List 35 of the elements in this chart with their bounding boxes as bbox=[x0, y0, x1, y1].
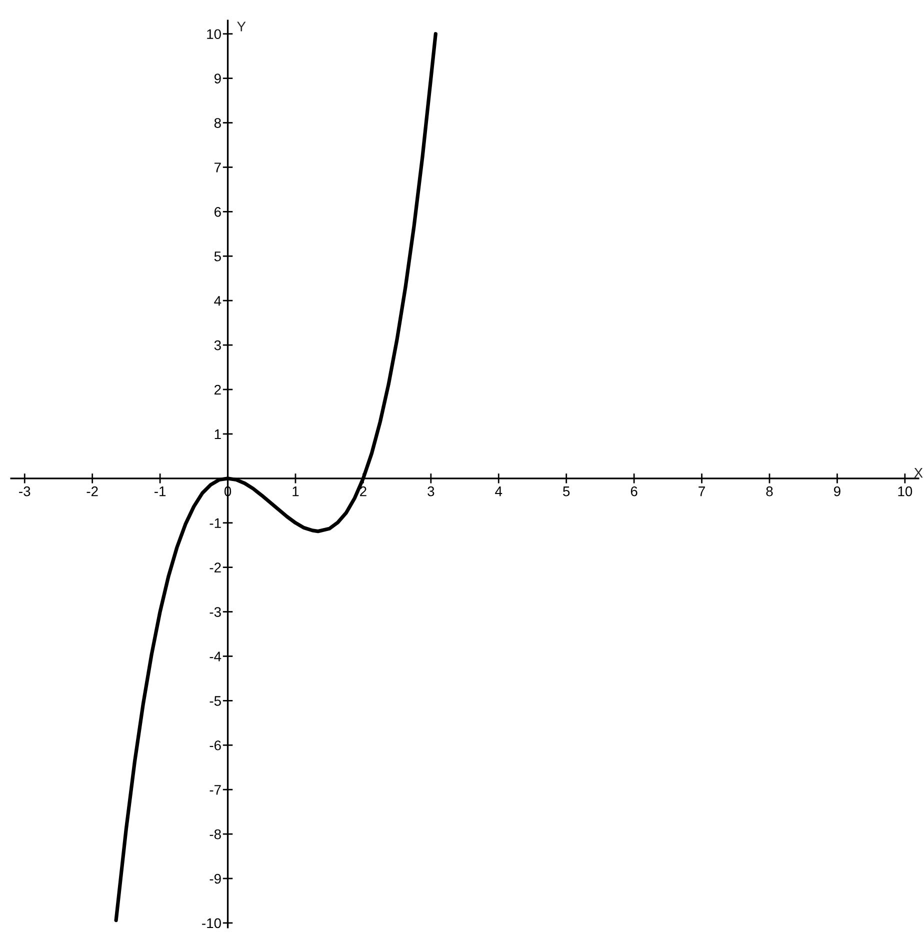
y-tick-label: -4 bbox=[210, 652, 222, 662]
y-tick-label: -2 bbox=[210, 562, 221, 572]
x-tick-label: -2 bbox=[86, 486, 98, 496]
x-tick-label: 9 bbox=[834, 486, 840, 496]
y-tick-label: -5 bbox=[210, 696, 221, 706]
y-tick-label: 6 bbox=[214, 207, 221, 217]
y-tick-label: -3 bbox=[210, 607, 221, 617]
y-tick-label: 7 bbox=[214, 162, 221, 172]
y-axis-title: Y bbox=[237, 22, 246, 32]
y-tick-label: 3 bbox=[214, 340, 221, 350]
x-tick-label: 4 bbox=[495, 486, 502, 496]
x-tick-label: -3 bbox=[19, 486, 30, 496]
y-tick-label: 10 bbox=[207, 29, 221, 40]
x-tick-label: 6 bbox=[630, 486, 638, 496]
y-tick-label: 9 bbox=[214, 74, 221, 84]
y-tick-label: -6 bbox=[210, 740, 221, 750]
x-tick-label: 3 bbox=[428, 486, 434, 496]
x-tick-label: 2 bbox=[360, 486, 366, 496]
x-tick-label: 7 bbox=[698, 486, 705, 496]
x-tick-label: 5 bbox=[563, 486, 570, 496]
x-tick-label: 1 bbox=[292, 486, 299, 496]
y-tick-label: 4 bbox=[214, 296, 222, 306]
x-axis-title: X bbox=[914, 468, 923, 478]
x-tick-label: 10 bbox=[898, 486, 912, 496]
y-tick-label: -10 bbox=[202, 918, 221, 928]
y-tick-label: -1 bbox=[210, 518, 221, 528]
y-tick-label: -7 bbox=[210, 785, 221, 795]
x-tick-label: 8 bbox=[766, 486, 773, 496]
y-tick-label: -8 bbox=[210, 829, 221, 840]
y-tick-label: 2 bbox=[214, 384, 221, 395]
y-tick-label: 5 bbox=[214, 252, 221, 262]
y-tick-label: 8 bbox=[214, 118, 221, 128]
y-tick-label: 1 bbox=[214, 429, 221, 439]
y-tick-label: -9 bbox=[210, 874, 221, 884]
x-tick-label: -1 bbox=[154, 486, 166, 496]
